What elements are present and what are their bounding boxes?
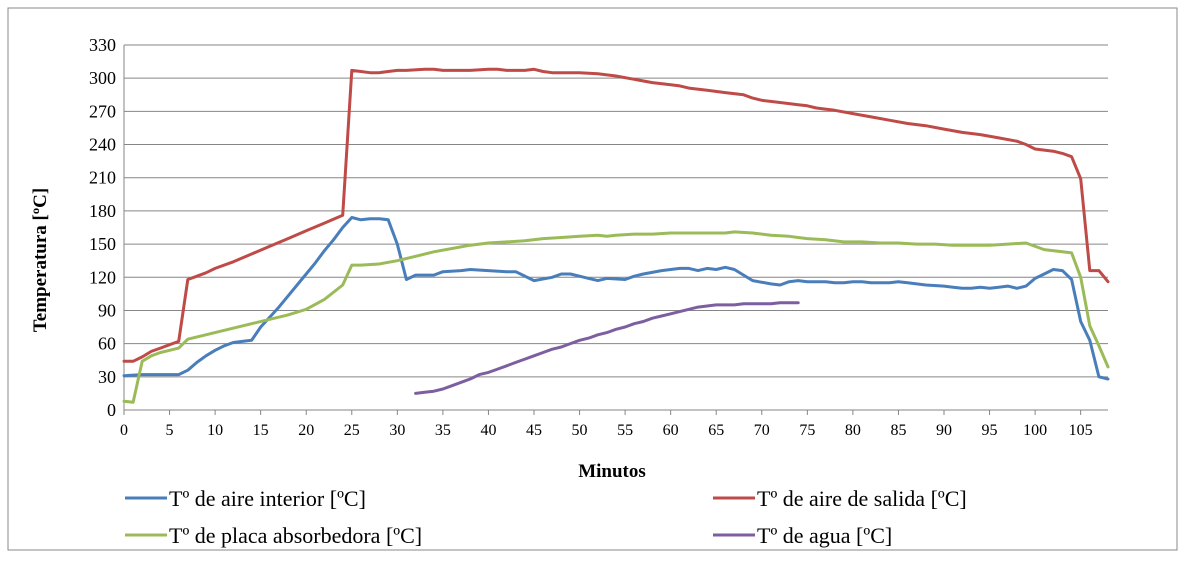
series-line-2 [122, 67, 1110, 363]
gridlines [124, 44, 1108, 378]
series-lines [122, 67, 1110, 404]
legend-label: Tº de aire interior [ºC] [169, 486, 366, 511]
x-tick-label: 105 [1069, 422, 1093, 439]
x-tick-label: 80 [845, 422, 861, 439]
x-tick-label: 70 [754, 422, 770, 439]
y-tick-label: 150 [89, 234, 116, 254]
x-tick-label: 25 [344, 422, 360, 439]
y-tick-label: 270 [89, 101, 116, 121]
y-axis-ticks: 0 30 60 90 120 150 180 210 240 270 300 330 [89, 35, 116, 420]
x-tick-label: 20 [298, 422, 314, 439]
x-tick-label: 95 [982, 422, 998, 439]
x-tick-label: 40 [480, 422, 496, 439]
y-tick-label: 210 [89, 168, 116, 188]
x-tick-label: 45 [526, 422, 542, 439]
x-tick-label: 60 [663, 422, 679, 439]
y-tick-label: 30 [98, 367, 116, 387]
legend-label: Tº de agua [ºC] [757, 523, 892, 548]
x-axis-label: Minutos [578, 461, 646, 482]
x-tick-label: 30 [389, 422, 405, 439]
x-tick-label: 85 [890, 422, 906, 439]
y-tick-label: 60 [98, 334, 116, 354]
x-tick-label: 10 [207, 422, 223, 439]
x-tick-label: 55 [617, 422, 633, 439]
legend-label: Tº de aire de salida [ºC] [757, 486, 967, 511]
x-axis-ticks: 0 5 10 15 20 25 30 35 40 45 50 55 60 65 70 75 80 85 90 95 10… [120, 410, 1093, 439]
x-tick-label: 50 [572, 422, 588, 439]
x-tick-label: 65 [708, 422, 724, 439]
x-tick-label: 90 [936, 422, 952, 439]
y-tick-label: 300 [89, 68, 116, 88]
y-axis-label: Temperatura [ºC] [30, 188, 51, 332]
x-tick-label: 0 [120, 422, 128, 439]
y-tick-label: 90 [98, 300, 116, 320]
legend: Tº de aire interior [ºC] Tº de aire de sa… [125, 486, 967, 548]
x-tick-label: 35 [435, 422, 451, 439]
x-tick-label: 15 [253, 422, 269, 439]
y-tick-label: 180 [89, 201, 116, 221]
x-tick-label: 75 [799, 422, 815, 439]
x-tick-label: 5 [166, 422, 174, 439]
x-tick-label: 100 [1023, 422, 1047, 439]
y-tick-label: 330 [89, 35, 116, 55]
y-tick-label: 240 [89, 135, 116, 155]
series-line-4 [414, 301, 800, 395]
y-tick-label: 120 [89, 267, 116, 287]
y-tick-label: 0 [107, 400, 116, 420]
series-line-3 [122, 230, 1110, 404]
legend-label: Tº de placa absorbedora [ºC] [169, 523, 422, 548]
series-line-1 [122, 216, 1110, 381]
